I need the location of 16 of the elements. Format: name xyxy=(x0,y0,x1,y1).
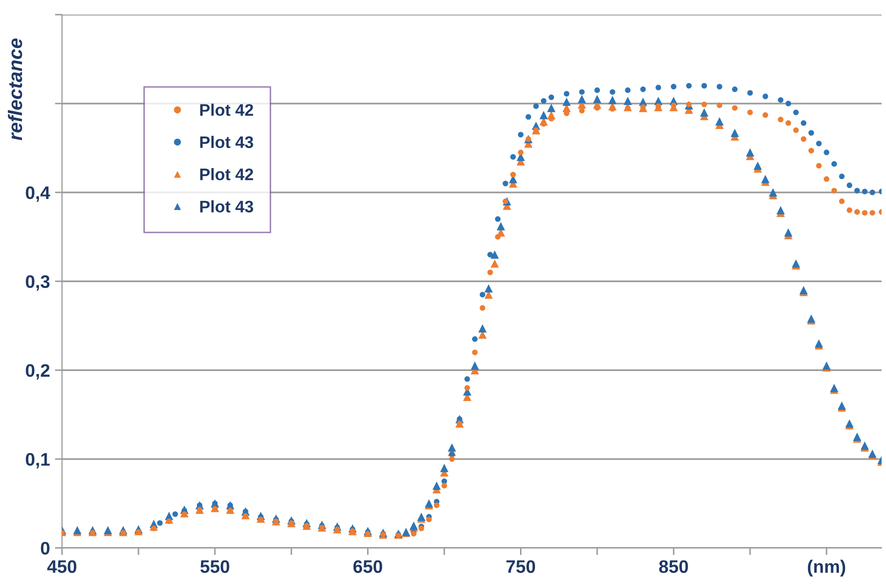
x-tick-label: 450 xyxy=(47,560,76,573)
legend-label: Plot 43 xyxy=(200,200,254,213)
x-tick-label: 850 xyxy=(659,560,688,573)
legend-label: Plot 43 xyxy=(200,136,254,148)
y-tick-label: 0,4 xyxy=(26,186,50,202)
legend-label: Plot 42 xyxy=(200,168,254,180)
y-tick-label: 0,3 xyxy=(26,275,50,291)
y-tick-label: 0 xyxy=(40,542,50,555)
x-tick-label: (nm) xyxy=(808,560,846,577)
legend-label: Plot 42 xyxy=(200,104,254,116)
x-tick-label: 650 xyxy=(353,560,382,573)
y-axis-title: reflectance xyxy=(8,38,22,140)
y-tick-label: 0,1 xyxy=(26,452,50,468)
y-tick-label: 0,2 xyxy=(26,364,50,380)
x-tick-label: 550 xyxy=(200,560,230,573)
x-tick-label: 750 xyxy=(506,560,536,573)
